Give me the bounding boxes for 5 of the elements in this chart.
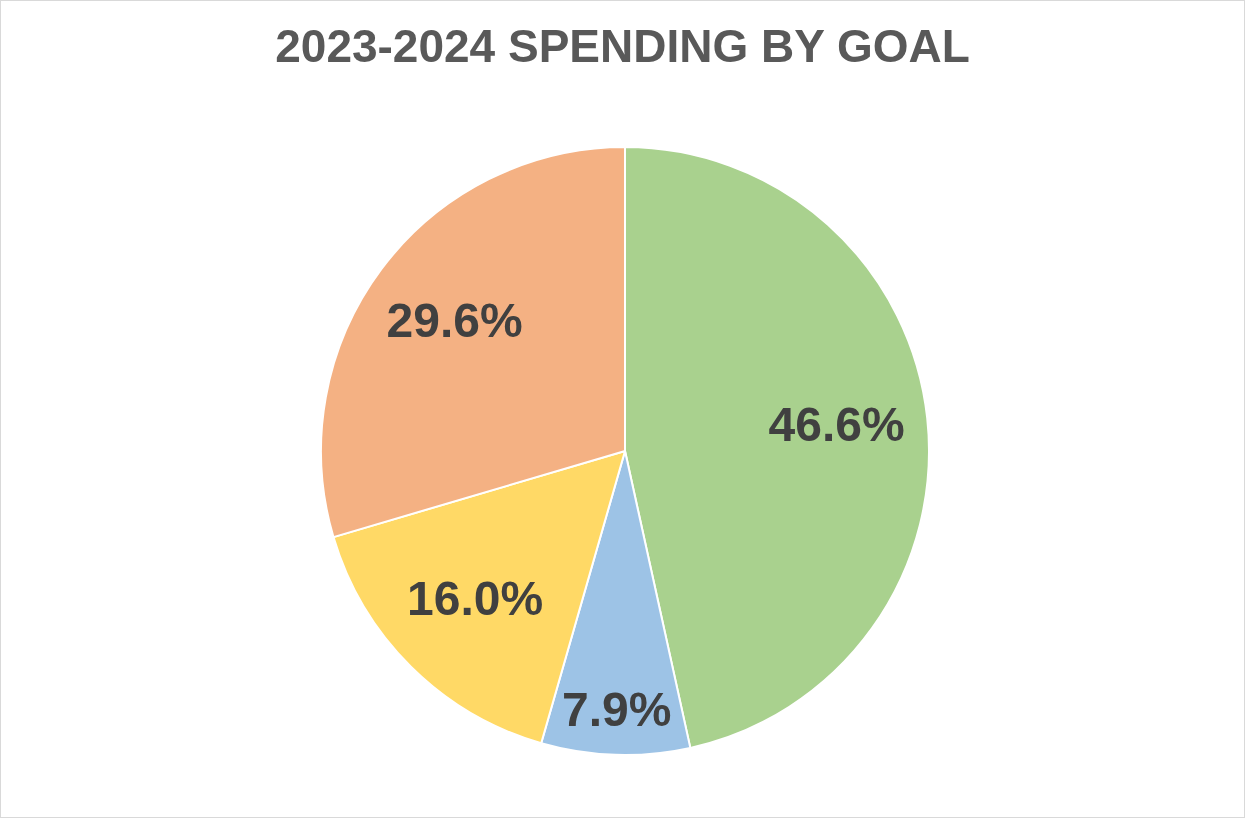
data-label: 7.9% xyxy=(562,682,672,736)
chart-title: 2023-2024 SPENDING BY GOAL xyxy=(274,19,971,73)
data-label: 29.6% xyxy=(386,293,523,347)
data-label: 16.0% xyxy=(407,572,544,626)
data-label: 46.6% xyxy=(768,398,905,452)
